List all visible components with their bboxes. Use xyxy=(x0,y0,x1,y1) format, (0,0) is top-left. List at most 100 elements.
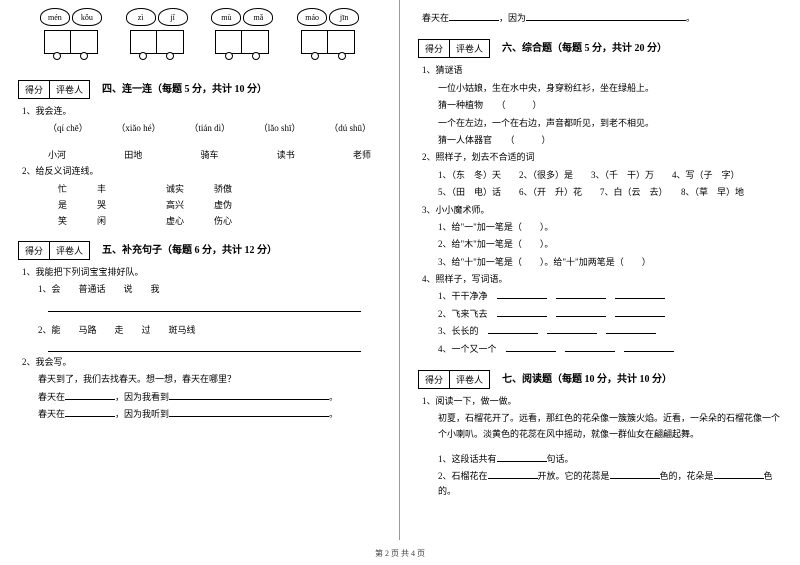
sec7-q1: 1、阅读一下，做一做。 xyxy=(422,394,782,408)
q-text: 色的，花朵是 xyxy=(660,471,714,481)
pair-word: 虚心 xyxy=(166,214,184,227)
q-text: 2、石榴花在 xyxy=(438,471,488,481)
punct: 。 xyxy=(686,13,695,23)
because-label: ，因为我看到 xyxy=(115,392,169,402)
spring-label: 春天在 xyxy=(38,392,65,402)
sec4-q2: 2、给反义词连线。 xyxy=(22,164,381,178)
sec5-q2b: 春天在，因为我听到。 xyxy=(38,407,381,421)
because-label: ，因为 xyxy=(499,13,526,23)
pair-word: 虚伪 xyxy=(214,198,232,211)
page-footer: 第 2 页 共 4 页 xyxy=(0,548,800,559)
sec5-right-cont: 春天在 ，因为 。 xyxy=(422,11,782,25)
word-item: 老师 xyxy=(353,148,371,161)
fill-blank[interactable] xyxy=(497,289,547,299)
sec4-q1: 1、我会连。 xyxy=(22,104,381,118)
section-5-header: 得分 评卷人 五、补充句子（每题 6 分，共计 12 分） xyxy=(18,235,381,262)
sec6-q2b: 5、（田 电）话 6、（开 升）花 7、白（云 去） 8、（草 早）地 xyxy=(438,185,782,199)
sec5-q2-intro: 春天到了，我们去找春天。想一想，春天在哪里？ xyxy=(38,372,381,386)
fill-blank[interactable] xyxy=(556,289,606,299)
fill-blank[interactable] xyxy=(497,307,547,317)
score-label: 得分 xyxy=(419,371,450,388)
fill-blank[interactable] xyxy=(449,11,499,21)
fill-blank[interactable] xyxy=(488,469,538,479)
spring-label: 春天在 xyxy=(422,13,449,23)
fill-blank[interactable] xyxy=(606,324,656,334)
pair-word: 高兴 xyxy=(166,198,184,211)
fill-blank[interactable] xyxy=(610,469,660,479)
answer-blank[interactable] xyxy=(48,340,361,352)
pinyin-cloud: mù xyxy=(211,8,241,26)
pinyin-item: （tián dì） xyxy=(189,121,230,134)
sec4-words-row: 小河 田地 骑车 读书 老师 xyxy=(18,148,381,161)
word-item: 小河 xyxy=(48,148,66,161)
q-text: 开放。它的花蕊是 xyxy=(538,471,610,481)
pair-word: 是 xyxy=(58,198,67,211)
word-item: 田地 xyxy=(124,148,142,161)
score-label: 得分 xyxy=(19,81,50,98)
fill-blank[interactable] xyxy=(169,407,329,417)
fill-blank[interactable] xyxy=(169,390,329,400)
pair-word: 诚实 xyxy=(166,182,184,195)
answer-blank[interactable] xyxy=(48,300,361,312)
sec7-q1a: 1、这段话共有 句话。 xyxy=(438,452,782,466)
example-word: 3、长长的 xyxy=(438,326,479,336)
train-car xyxy=(301,30,355,60)
fill-blank[interactable] xyxy=(615,307,665,317)
sec5-q2: 2、我会写。 xyxy=(22,355,381,369)
sec4-pinyin-row: （qí chē） （xiǎo hé） （tián dì） （lǎo shī） （… xyxy=(18,121,381,134)
section-4-header: 得分 评卷人 四、连一连（每题 5 分，共计 10 分） xyxy=(18,74,381,101)
pinyin-cloud: jīn xyxy=(329,8,359,26)
sec6-q4b: 2、飞来飞去 xyxy=(438,307,782,321)
sec6-q2: 2、照样子，划去不合适的词 xyxy=(422,150,782,164)
pair-word: 忙 xyxy=(58,182,67,195)
fill-blank[interactable] xyxy=(624,342,674,352)
sec6-riddle2: 一个在左边，一个在右边，声音都听见，到老不相见。 xyxy=(438,116,782,130)
pair-word: 伤心 xyxy=(214,214,232,227)
fill-blank[interactable] xyxy=(547,324,597,334)
pair-word: 丰 xyxy=(97,182,106,195)
sec6-q4c: 3、长长的 xyxy=(438,324,782,338)
sec6-q3b: 2、给"木"加一笔是（ ）。 xyxy=(438,237,782,251)
sec6-riddle1b: 猜一种植物 （ ） xyxy=(438,98,782,112)
q-text: 句话。 xyxy=(547,454,574,464)
fill-blank[interactable] xyxy=(615,289,665,299)
section-6-header: 得分 评卷人 六、综合题（每题 5 分，共计 20 分） xyxy=(418,33,782,60)
score-box: 得分 评卷人 xyxy=(18,241,90,260)
sec6-q3a: 1、给"一"加一笔是（ ）。 xyxy=(438,220,782,234)
score-label: 得分 xyxy=(19,242,50,259)
score-box: 得分 评卷人 xyxy=(418,39,490,58)
fill-blank[interactable] xyxy=(526,11,686,21)
fill-blank[interactable] xyxy=(488,324,538,334)
pinyin-item: （xiǎo hé） xyxy=(116,121,160,134)
fill-blank[interactable] xyxy=(565,342,615,352)
section-7-title: 七、阅读题（每题 10 分，共计 10 分） xyxy=(502,370,672,385)
pinyin-cloud: mén xyxy=(40,8,70,26)
pinyin-item: （qí chē） xyxy=(48,121,88,134)
sec6-q4: 4、照样子，写词语。 xyxy=(422,272,782,286)
marker-label: 评卷人 xyxy=(50,242,89,259)
fill-blank[interactable] xyxy=(497,452,547,462)
fill-blank[interactable] xyxy=(506,342,556,352)
fill-blank[interactable] xyxy=(65,407,115,417)
fill-blank[interactable] xyxy=(65,390,115,400)
pair-word: 骄傲 xyxy=(214,182,232,195)
sec6-q4a: 1、干干净净 xyxy=(438,289,782,303)
train-car xyxy=(44,30,98,60)
section-5-title: 五、补充句子（每题 6 分，共计 12 分） xyxy=(102,241,277,256)
sec6-riddle2b: 猜一人体器官 （ ） xyxy=(438,133,782,147)
pinyin-cloud: kǒu xyxy=(72,8,102,26)
sec6-riddle1: 一位小姑娘，生在水中央，身穿粉红衫，坐在绿船上。 xyxy=(438,81,782,95)
pinyin-cloud: máo xyxy=(297,8,327,26)
marker-label: 评卷人 xyxy=(50,81,89,98)
q-text: 1、这段话共有 xyxy=(438,454,497,464)
sec5-q2a: 春天在 ，因为我看到 。 xyxy=(38,390,381,404)
word-item: 读书 xyxy=(277,148,295,161)
sec6-q3: 3、小小魔术师。 xyxy=(422,203,782,217)
punct: 。 xyxy=(329,392,338,402)
fill-blank[interactable] xyxy=(556,307,606,317)
fill-blank[interactable] xyxy=(714,469,764,479)
pair-word: 闲 xyxy=(97,214,106,227)
example-word: 4、一个又一个 xyxy=(438,344,497,354)
word-item: 骑车 xyxy=(200,148,218,161)
sec6-q1: 1、猜谜语 xyxy=(422,63,782,77)
